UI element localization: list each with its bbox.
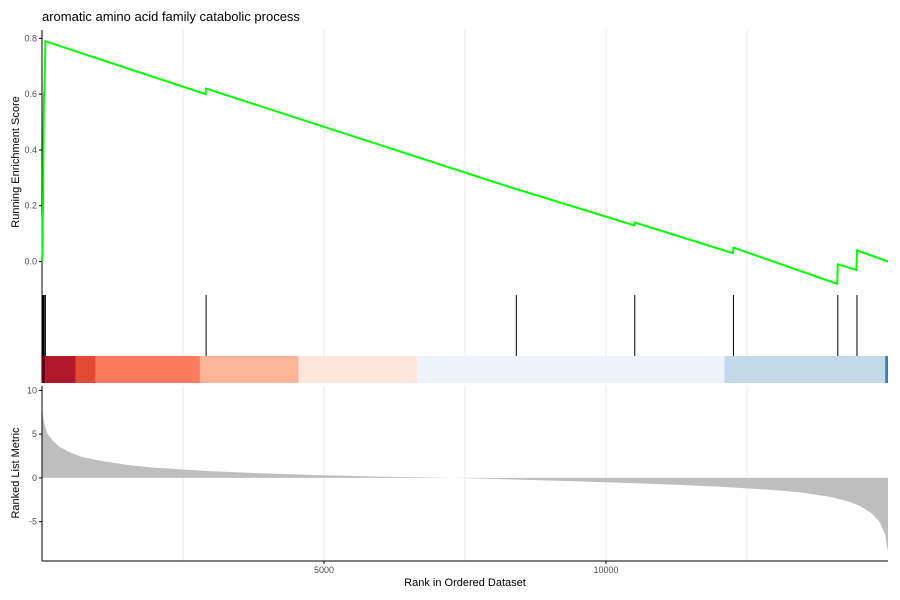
metric-y-ticks: -5 0 5 10 (27, 385, 42, 527)
gene-hit-marks (42, 295, 858, 356)
ranked-list-color-bar (42, 356, 888, 383)
rank-band (417, 356, 725, 383)
ranked-list-metric-area (42, 407, 888, 553)
es-gridlines (182, 30, 748, 295)
es-panel: 0.0 0.2 0.4 0.6 0.8 Running Enrichment Score (10, 30, 889, 295)
x-axis-label: Rank in Ordered Dataset (404, 577, 526, 589)
rank-band (75, 356, 96, 383)
rank-band (95, 356, 200, 383)
hit-panel (41, 295, 888, 383)
es-y-tick-label: 0.6 (24, 89, 37, 99)
rank-band (45, 356, 76, 383)
rank-band (298, 356, 418, 383)
x-tick-label: 10000 (593, 565, 618, 575)
rank-band (199, 356, 299, 383)
metric-panel: -5 0 5 10 5000 10000 Ranked List Metric Rank… (10, 385, 888, 589)
es-y-axis-label: Running Enrichment Score (10, 96, 22, 227)
es-y-tick-label: 0.0 (24, 257, 37, 267)
rank-band (724, 356, 886, 383)
x-tick-label: 5000 (314, 565, 334, 575)
running-enrichment-score-line (41, 39, 889, 286)
x-ticks: 5000 10000 (314, 561, 619, 575)
es-y-tick-label: 0.8 (24, 33, 37, 43)
rank-band (885, 356, 888, 383)
metric-y-tick-label: -5 (29, 517, 37, 527)
es-y-tick-label: 0.4 (24, 145, 37, 155)
metric-y-axis-label: Ranked List Metric (10, 427, 22, 519)
hit-gridlines (182, 295, 748, 356)
rank-band (42, 356, 46, 383)
metric-y-tick-label: 5 (32, 429, 37, 439)
es-y-ticks: 0.0 0.2 0.4 0.6 0.8 (24, 33, 42, 267)
metric-y-tick-label: 0 (32, 473, 37, 483)
es-y-tick-label: 0.2 (24, 201, 37, 211)
metric-y-tick-label: 10 (27, 385, 37, 395)
chart-title: aromatic amino acid family catabolic pro… (42, 9, 300, 24)
